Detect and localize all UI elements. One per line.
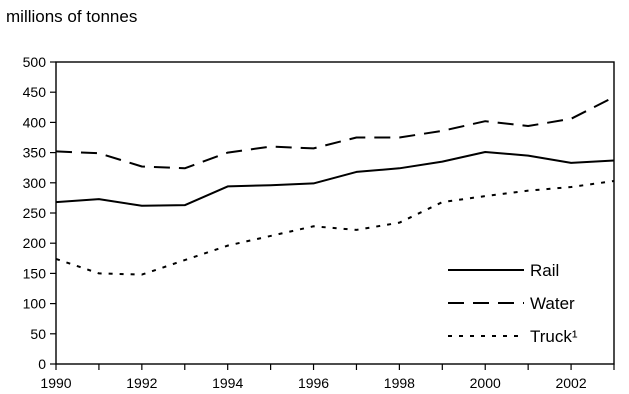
y-tick-label: 200 — [23, 235, 47, 251]
x-axis-ticks: 1990 1992 1994 1996 1998 2000 2002 — [40, 364, 615, 391]
x-tick-label: 1994 — [212, 375, 243, 391]
legend-label: Water — [530, 294, 575, 313]
y-tick-label: 250 — [23, 205, 47, 221]
y-tick-label: 150 — [23, 265, 47, 281]
y-tick-label: 500 — [23, 54, 47, 70]
x-tick-label: 1992 — [126, 375, 157, 391]
y-tick-label: 50 — [30, 326, 46, 342]
chart-series — [55, 96, 615, 276]
series-line-water — [55, 96, 615, 170]
chart-legend: Rail Water Truck¹ — [448, 261, 578, 346]
chart-axes — [55, 61, 615, 365]
x-tick-label: 1998 — [384, 375, 415, 391]
series-line-truck — [55, 179, 615, 276]
y-tick-label: 400 — [23, 114, 47, 130]
series-line-rail — [55, 150, 615, 207]
x-tick-label: 1990 — [40, 375, 71, 391]
x-tick-label: 2002 — [555, 375, 586, 391]
y-tick-label: 300 — [23, 175, 47, 191]
y-axis-ticks: 0 50 100 150 200 250 300 350 400 450 500 — [23, 54, 56, 372]
y-tick-label: 350 — [23, 145, 47, 161]
legend-label: Rail — [530, 261, 559, 280]
x-tick-label: 1996 — [298, 375, 329, 391]
unit-label: millions of tonnes — [6, 7, 138, 26]
legend-label: Truck¹ — [530, 327, 578, 346]
y-tick-label: 450 — [23, 84, 47, 100]
y-tick-label: 0 — [38, 356, 46, 372]
y-tick-label: 100 — [23, 296, 47, 312]
x-tick-label: 2000 — [470, 375, 501, 391]
plot-frame — [55, 61, 615, 365]
